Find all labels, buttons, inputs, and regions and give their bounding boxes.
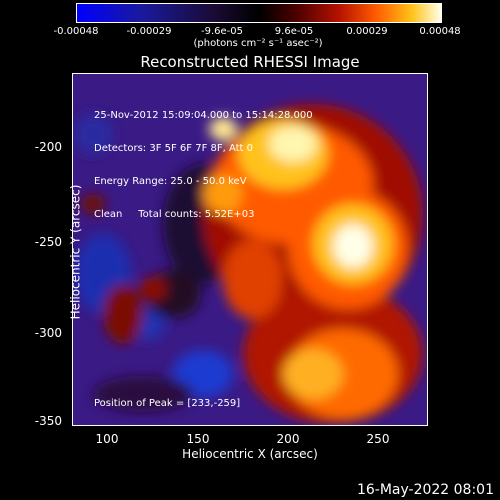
y-axis-label: Heliocentric Y (arcsec) [68, 184, 83, 320]
colorbar-tick: 9.6e-05 [274, 26, 314, 37]
flux-map [73, 74, 427, 425]
plot-date: 16-May-2022 08:01 [356, 482, 494, 498]
colorbar-tick: -0.00029 [126, 26, 172, 37]
x-tick: 150 [186, 432, 210, 446]
energy-range: Energy Range: 25.0 - 50.0 keV [94, 176, 247, 187]
colorbar-tick: 0.00048 [419, 26, 461, 37]
x-tick: 100 [95, 432, 119, 446]
colorbar-units: (photons cm⁻² s⁻¹ asec⁻²) [193, 38, 323, 49]
detectors: Detectors: 3F 5F 6F 7F 8F, Att 0 [94, 143, 254, 154]
x-axis-label: Heliocentric X (arcsec) [182, 447, 318, 461]
y-tick: -350 [34, 414, 62, 428]
map-emission [73, 104, 423, 424]
peak-position: Position of Peak = [233,-259] [94, 398, 241, 409]
image-title: Reconstructed RHESSI Image [140, 53, 360, 71]
y-tick: -250 [34, 235, 62, 249]
y-tick: -200 [34, 140, 62, 154]
image-plot [72, 73, 428, 426]
colorbar-tick: -0.00048 [53, 26, 99, 37]
time-range: 25-Nov-2012 15:09:04.000 to 15:14:28.000 [94, 110, 313, 121]
colorbar-tick: 0.00029 [346, 26, 388, 37]
x-tick: 250 [366, 432, 390, 446]
y-tick: -300 [34, 326, 62, 340]
colorbar-tick: -9.6e-05 [201, 26, 243, 37]
colorbar [76, 3, 442, 23]
observation-info: 25-Nov-2012 15:09:04.000 to 15:14:28.000… [94, 88, 313, 231]
algorithm-counts: Clean Total counts: 5.52E+03 [94, 209, 255, 220]
x-tick: 200 [276, 432, 300, 446]
